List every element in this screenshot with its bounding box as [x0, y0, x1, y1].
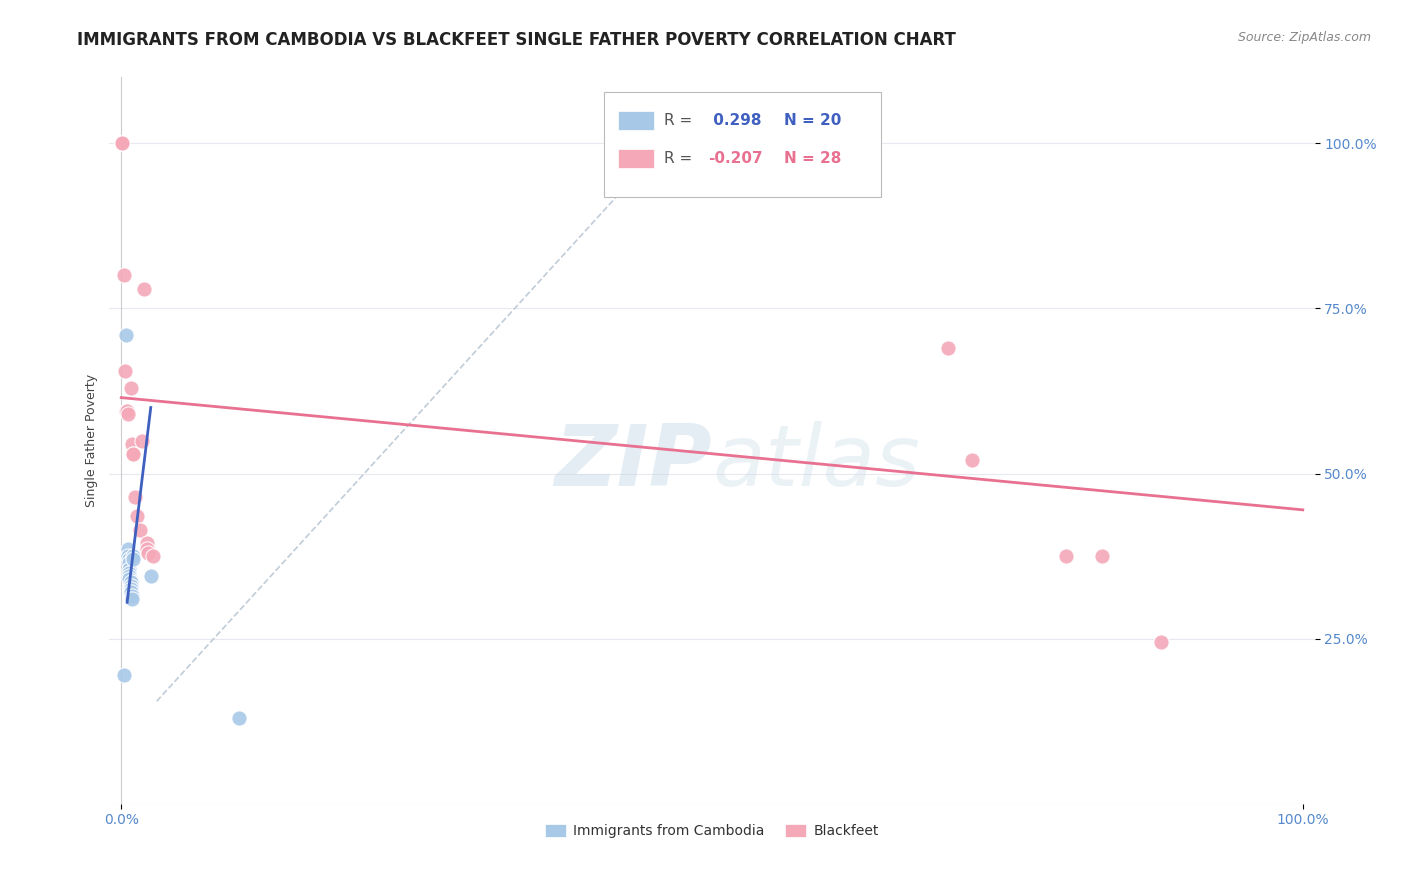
Point — [118, 572, 141, 586]
Text: N = 28: N = 28 — [785, 152, 842, 166]
Point — [131, 434, 153, 448]
Point — [111, 136, 134, 151]
Point — [118, 566, 141, 580]
Point — [122, 447, 145, 461]
Point — [228, 711, 250, 725]
Text: atlas: atlas — [711, 421, 920, 504]
Point — [111, 136, 134, 151]
Point — [118, 569, 141, 583]
Text: -0.207: -0.207 — [709, 152, 763, 166]
Point — [114, 364, 136, 378]
Point — [120, 381, 142, 395]
Point — [138, 546, 160, 560]
Text: R =: R = — [664, 112, 692, 128]
Point — [120, 582, 142, 596]
Point — [118, 552, 141, 566]
Point — [121, 589, 143, 603]
Point — [136, 536, 159, 550]
Point — [118, 556, 141, 570]
Text: N = 20: N = 20 — [785, 112, 842, 128]
Point — [117, 542, 139, 557]
FancyBboxPatch shape — [603, 92, 880, 197]
Point — [112, 668, 135, 682]
Point — [960, 453, 983, 467]
Point — [124, 490, 146, 504]
Text: ZIP: ZIP — [554, 421, 711, 504]
Text: 0.298: 0.298 — [709, 112, 762, 128]
Point — [139, 569, 162, 583]
Point — [129, 523, 152, 537]
Point — [121, 437, 143, 451]
Point — [120, 579, 142, 593]
Point — [136, 542, 159, 557]
Legend: Immigrants from Cambodia, Blackfeet: Immigrants from Cambodia, Blackfeet — [540, 819, 884, 844]
Point — [132, 282, 155, 296]
Y-axis label: Single Father Poverty: Single Father Poverty — [86, 374, 98, 507]
Point — [118, 562, 141, 576]
Point — [1056, 549, 1078, 563]
Point — [115, 327, 138, 342]
Text: Source: ZipAtlas.com: Source: ZipAtlas.com — [1237, 31, 1371, 45]
Point — [1091, 549, 1114, 563]
Point — [122, 549, 145, 563]
Point — [125, 509, 148, 524]
Point — [120, 575, 142, 590]
Point — [142, 549, 165, 563]
Point — [117, 549, 139, 563]
Point — [122, 447, 145, 461]
Point — [936, 341, 959, 355]
Point — [111, 136, 134, 151]
Point — [111, 136, 134, 151]
Text: IMMIGRANTS FROM CAMBODIA VS BLACKFEET SINGLE FATHER POVERTY CORRELATION CHART: IMMIGRANTS FROM CAMBODIA VS BLACKFEET SI… — [77, 31, 956, 49]
Point — [115, 404, 138, 418]
Point — [115, 404, 138, 418]
Point — [121, 591, 143, 606]
Text: R =: R = — [664, 152, 692, 166]
Point — [117, 407, 139, 421]
Point — [1150, 635, 1173, 649]
Point — [120, 585, 142, 599]
Point — [112, 268, 135, 283]
FancyBboxPatch shape — [619, 149, 654, 169]
Point — [122, 552, 145, 566]
Point — [111, 136, 134, 151]
FancyBboxPatch shape — [619, 111, 654, 129]
